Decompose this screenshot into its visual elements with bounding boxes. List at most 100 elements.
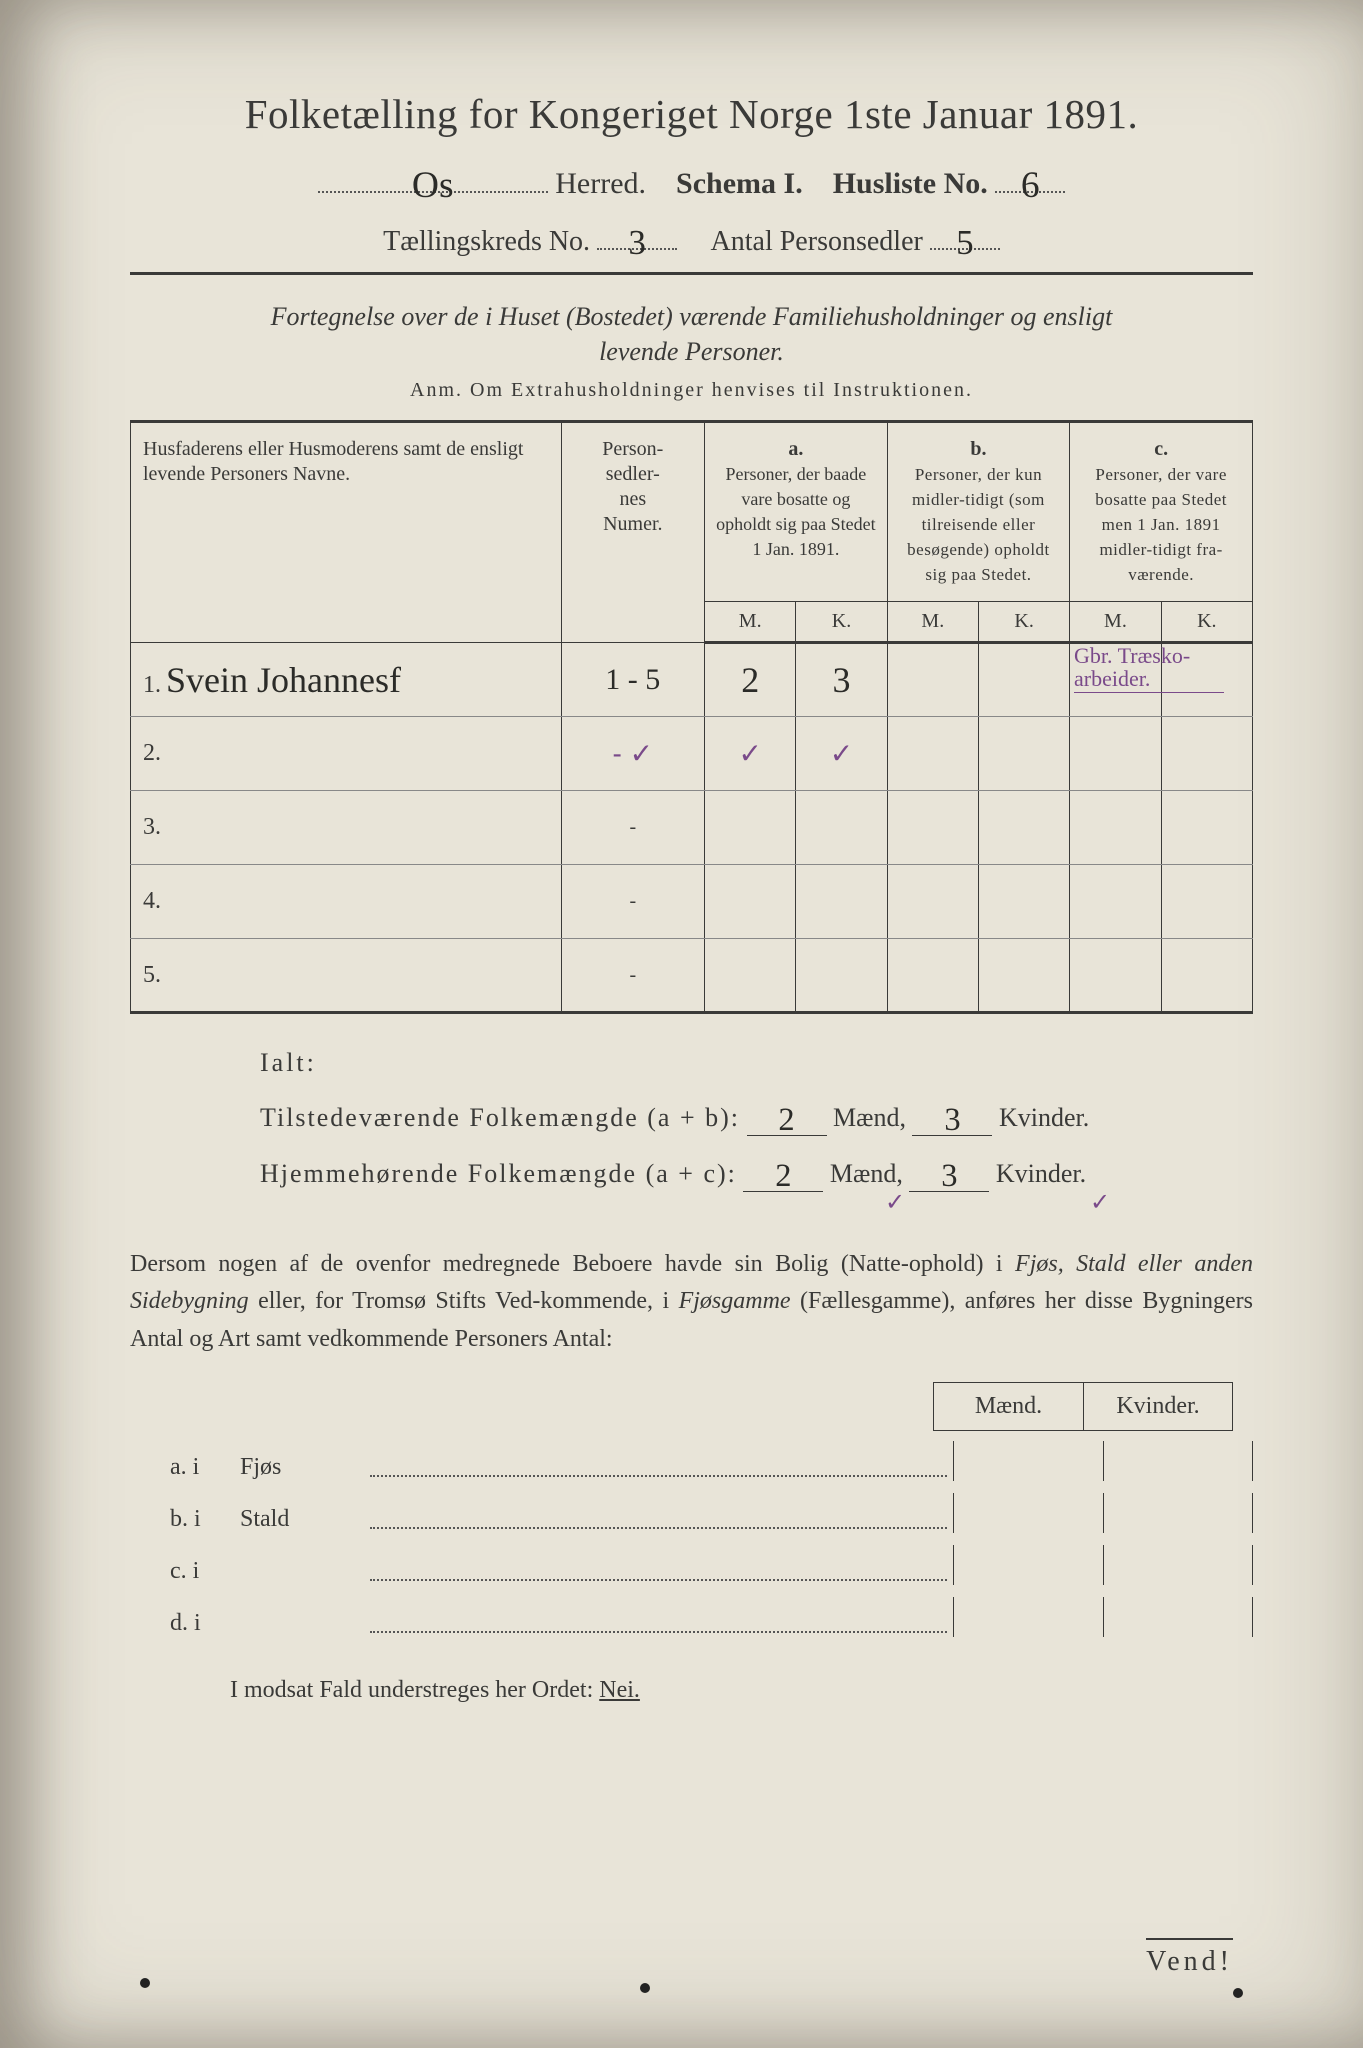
kvinder-label: Kvinder. [999,1103,1089,1132]
kreds-label: Tællingskreds No. [383,226,590,257]
mk-cells [953,1493,1253,1533]
c-k: K. [1161,602,1252,643]
margin-annotation: Gbr. Træsko- arbeider. [1074,644,1224,693]
mk-cells [953,1597,1253,1637]
dot-leader [370,1453,947,1477]
intro-text: Fortegnelse over de i Huset (Bostedet) v… [130,299,1253,369]
ab-label: Tilstedeværende Folkemængde (a + b): [260,1103,740,1132]
husliste-label: Husliste No. [833,167,988,200]
header-line-3: Tællingskreds No. 3 Antal Personsedler 5 [130,219,1253,258]
col-header-name: Husfaderens eller Husmoderens samt de en… [131,422,562,643]
item-key: c. i [170,1558,240,1585]
schema-label: Schema I. [676,167,803,200]
c-text: Personer, der vare bosatte paa Stedet me… [1095,465,1227,584]
intro-line2: levende Personer. [599,337,784,366]
cell-b-k [978,643,1069,717]
c-m: M. [1070,602,1161,643]
total-ab-line: Tilstedeværende Folkemængde (a + b): 2 M… [260,1098,1253,1136]
kreds-value: 3 [628,223,646,262]
col-name-text: Husfaderens eller Husmoderens samt de en… [143,438,523,485]
a-m: M. [705,602,796,643]
dot-leader [370,1505,947,1529]
b-key: b. [970,438,986,460]
anm-note: Anm. Om Extrahusholdninger henvises til … [130,379,1253,402]
total-ac-line: Hjemmehørende Folkemængde (a + c): 2 Mæn… [260,1154,1253,1192]
punch-mark [640,1983,650,1993]
cell-num: - [561,939,705,1013]
col-header-b: b. Personer, der kun midler-tidigt (som … [887,422,1070,602]
c-key: c. [1154,438,1168,460]
herred-label: Herred. [555,167,646,200]
cell-b-m [887,643,978,717]
item-key: d. i [170,1610,240,1637]
census-table: Husfaderens eller Husmoderens samt de en… [130,420,1253,1014]
ab-m-value: 2 [778,1102,794,1138]
a-text: Personer, der baade vare bosatte og opho… [716,464,875,559]
col-header-c: c. Personer, der vare bosatte paa Stedet… [1070,422,1253,602]
row-num: 3. [143,814,161,840]
dot-leader [370,1609,947,1633]
tick-mark: ✓ [885,1188,905,1217]
husliste-value: 6 [1021,165,1040,206]
cell-a-m: ✓ [738,738,761,769]
kvinder-label-2: Kvinder. [996,1159,1086,1188]
row-num: 5. [143,962,161,988]
dot-leader [370,1557,947,1581]
item-word: Fjøs [240,1454,370,1481]
ab-k-value: 3 [944,1102,960,1138]
cell-a-m: 2 [741,660,759,700]
intro-line1: Fortegnelse over de i Huset (Bostedet) v… [271,302,1113,331]
ac-k-value: 3 [941,1158,957,1194]
ac-label: Hjemmehørende Folkemængde (a + c): [260,1159,737,1188]
cell-c-m [1070,717,1161,791]
col-num-text: Person- sedler- nes Numer. [602,438,663,535]
b-m: M. [887,602,978,643]
table-row: 3. - [131,791,1253,865]
kvinder-col: Kvinder. [1083,1382,1233,1431]
row-num: 2. [143,740,161,766]
punch-mark [140,1978,150,1988]
list-item: c. i [170,1545,1253,1585]
nei-line: I modsat Fald understreges her Ordet: Ne… [230,1677,1253,1704]
list-item: d. i [170,1597,1253,1637]
herred-value: Os [412,165,454,206]
mk-cells [953,1441,1253,1481]
sidebuilding-list: a. i Fjøs b. i Stald c. i d. i [170,1441,1253,1637]
page-title: Folketælling for Kongeriget Norge 1ste J… [130,90,1253,138]
antal-value: 5 [956,223,974,262]
row-num: 4. [143,888,161,914]
list-item: a. i Fjøs [170,1441,1253,1481]
table-row: 1. Svein Johannesf 1 - 5 2 3 Gbr. Træsko… [131,643,1253,717]
antal-label: Antal Personsedler [711,226,923,257]
nei-word: Nei. [599,1677,640,1703]
cell-a-k: ✓ [830,738,853,769]
item-key: b. i [170,1506,240,1533]
cell-num: - [561,865,705,939]
maend-label-2: Mænd, [830,1159,903,1188]
divider [130,272,1253,275]
table-row: 4. - [131,865,1253,939]
vend-label: Vend! [1146,1938,1233,1978]
a-k: K. [796,602,887,643]
col-header-numer: Person- sedler- nes Numer. [561,422,705,643]
item-word: Stald [240,1506,370,1533]
cell-num: 1 - 5 [605,663,660,696]
nei-text: I modsat Fald understreges her Ordet: [230,1677,593,1703]
instruction-paragraph: Dersom nogen af de ovenfor medregnede Be… [130,1246,1253,1358]
maend-col: Mænd. [933,1382,1083,1431]
list-item: b. i Stald [170,1493,1253,1533]
punch-mark [1233,1988,1243,1998]
table-body: 1. Svein Johannesf 1 - 5 2 3 Gbr. Træsko… [131,643,1253,1013]
a-key: a. [788,438,803,460]
person-name: Svein Johannesf [166,660,401,700]
cell-c-k [1161,717,1252,791]
totals-block: Ialt: Tilstedeværende Folkemængde (a + b… [260,1048,1253,1192]
b-text: Personer, der kun midler-tidigt (som til… [907,465,1050,584]
table-row: 5. - [131,939,1253,1013]
mk-cells [953,1545,1253,1585]
cell-c-k: Gbr. Træsko- arbeider. [1161,643,1252,717]
ac-m-value: 2 [775,1158,791,1194]
cell-a-k: 3 [833,660,851,700]
cell-num: - ✓ [612,738,653,769]
maend-label: Mænd, [833,1103,906,1132]
